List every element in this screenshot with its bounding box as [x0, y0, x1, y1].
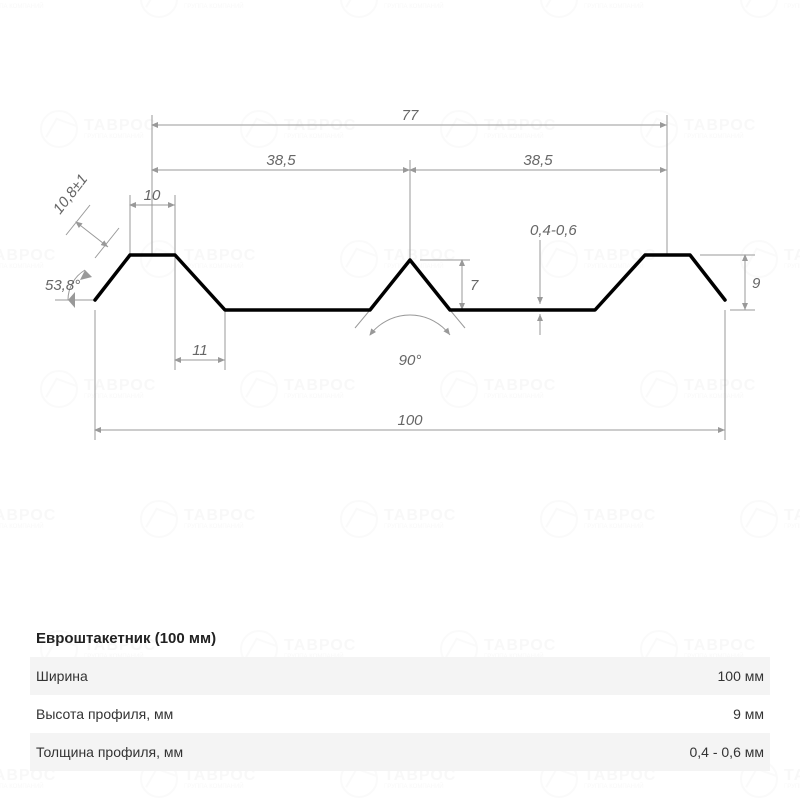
spec-value: 0,4 - 0,6 мм	[689, 744, 764, 760]
dim-total-width: 100	[397, 412, 423, 429]
spec-value: 100 мм	[718, 668, 765, 684]
dim-center-angle: 90°	[399, 352, 422, 369]
dim-mid-right: 38,5	[523, 152, 553, 169]
spec-row: Высота профиля, мм 9 мм	[30, 695, 770, 733]
dim-top-flat: 10	[144, 187, 161, 204]
dim-left-angle: 53,8°	[45, 277, 80, 294]
dim-mid-left: 38,5	[266, 152, 296, 169]
spec-row: Ширина 100 мм	[30, 657, 770, 695]
dim-thickness: 0,4-0,6	[530, 222, 577, 239]
spec-table: Евроштакетник (100 мм) Ширина 100 мм Выс…	[30, 620, 770, 771]
spec-label: Ширина	[36, 668, 88, 684]
dim-center-height: 7	[470, 277, 479, 294]
spec-label: Высота профиля, мм	[36, 706, 173, 722]
dim-top-span: 77	[402, 107, 419, 124]
profile-path	[95, 255, 725, 310]
dim-right-height: 9	[752, 275, 761, 292]
spec-label: Толщина профиля, мм	[36, 744, 183, 760]
profile-diagram: 100 77 38,5 38,5 10 10,8±1 53,8° 11 90° …	[0, 0, 800, 580]
spec-value: 9 мм	[733, 706, 764, 722]
dim-bottom-left: 11	[192, 342, 208, 359]
spec-row: Толщина профиля, мм 0,4 - 0,6 мм	[30, 733, 770, 771]
spec-title: Евроштакетник (100 мм)	[30, 620, 770, 657]
